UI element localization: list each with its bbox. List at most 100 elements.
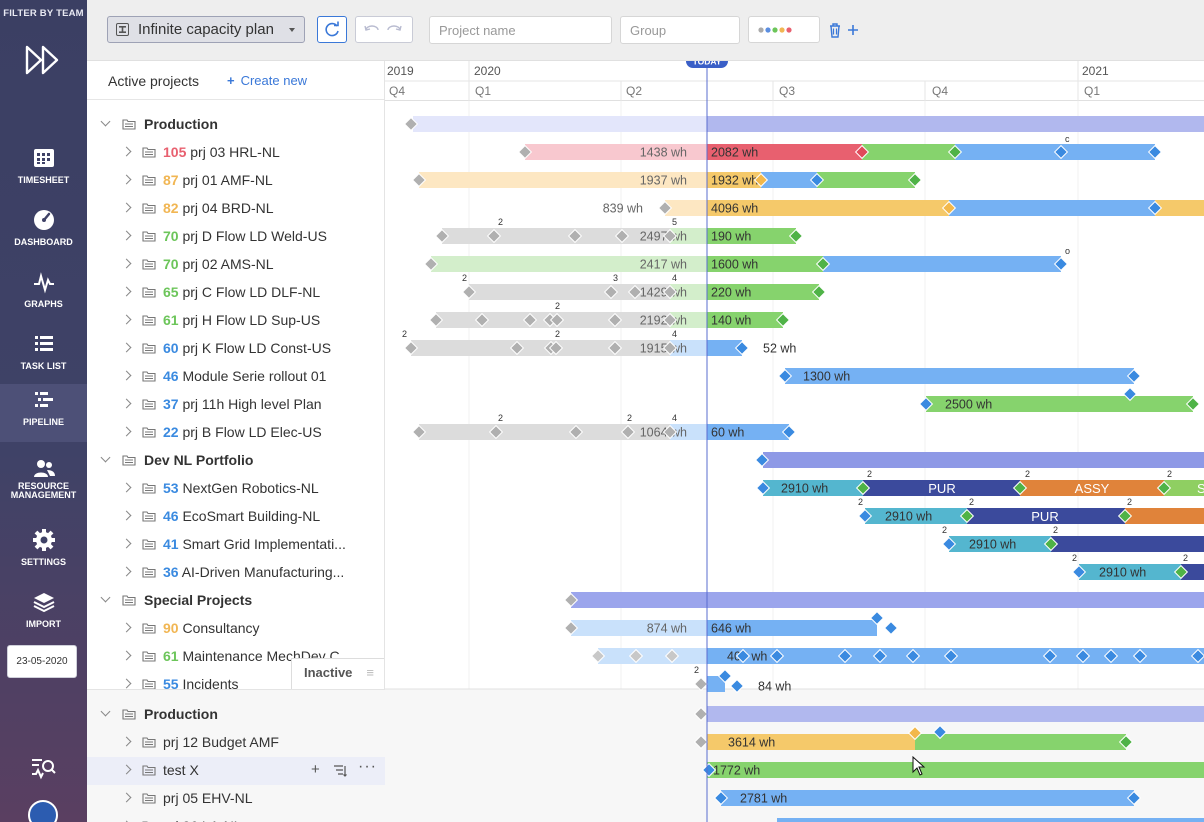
milestone-diamond[interactable] [872, 648, 888, 664]
milestone-diamond[interactable] [1071, 564, 1087, 580]
project-row[interactable]: 22 prj B Flow LD Elec-US [87, 418, 384, 446]
milestone-diamond[interactable] [777, 368, 793, 384]
project-row[interactable]: 55 Incidents [87, 670, 384, 689]
milestone-diamond[interactable] [603, 284, 619, 300]
gantt-bar[interactable] [949, 200, 1155, 216]
sidebar-item-graphs[interactable]: GRAPHS [0, 266, 87, 328]
milestone-diamond[interactable] [883, 620, 899, 636]
gantt-bar[interactable] [469, 284, 670, 300]
project-row[interactable]: 37 prj 11h High level Plan [87, 390, 384, 418]
project-row[interactable]: 87 prj 01 AMF-NL [87, 166, 384, 194]
search-analytics-icon[interactable] [30, 756, 56, 782]
avatar[interactable] [28, 800, 58, 822]
gantt-bar[interactable] [670, 340, 707, 356]
gantt-bar[interactable] [670, 312, 707, 328]
milestone-diamond[interactable] [1103, 648, 1119, 664]
add-icon[interactable] [847, 24, 859, 36]
gantt-bar[interactable] [777, 818, 1204, 822]
gantt-bar[interactable] [442, 228, 670, 244]
chevron-right-icon[interactable] [121, 792, 132, 803]
project-row[interactable]: 53 NextGen Robotics-NL [87, 474, 384, 502]
gantt-bar[interactable] [598, 648, 707, 664]
milestone-diamond[interactable] [941, 200, 957, 216]
chevron-down-icon[interactable] [100, 452, 111, 463]
gantt-bar[interactable] [817, 172, 915, 188]
milestone-diamond[interactable] [662, 312, 678, 328]
gantt-bar[interactable] [721, 790, 1134, 806]
milestone-diamond[interactable] [717, 668, 733, 684]
milestone-diamond[interactable] [854, 144, 870, 160]
sidebar-item-dashboard[interactable]: DASHBOARD [0, 204, 87, 266]
gantt-bar[interactable] [865, 508, 967, 524]
milestone-diamond[interactable] [563, 620, 579, 636]
milestone-diamond[interactable] [753, 172, 769, 188]
chevron-right-icon[interactable] [121, 736, 132, 747]
project-row[interactable]: 36 AI-Driven Manufacturing... [87, 558, 384, 586]
gantt-bar[interactable] [707, 734, 915, 750]
chevron-down-icon[interactable] [100, 706, 111, 717]
gantt-bar[interactable] [707, 762, 1204, 778]
project-name-input[interactable] [429, 16, 612, 44]
gantt-bar[interactable] [707, 312, 783, 328]
gantt-bar[interactable] [707, 144, 862, 160]
milestone-diamond[interactable] [567, 228, 583, 244]
milestone-diamond[interactable] [607, 340, 623, 356]
chevron-right-icon[interactable] [121, 230, 132, 241]
trash-icon[interactable] [828, 22, 842, 38]
milestone-diamond[interactable] [1075, 648, 1091, 664]
milestone-diamond[interactable] [1042, 648, 1058, 664]
gantt-bar[interactable] [955, 144, 1061, 160]
milestone-diamond[interactable] [522, 312, 538, 328]
milestone-diamond[interactable] [590, 648, 606, 664]
gantt-bar[interactable] [1164, 480, 1204, 496]
chevron-right-icon[interactable] [121, 146, 132, 157]
milestone-diamond[interactable] [488, 424, 504, 440]
chevron-right-icon[interactable] [121, 650, 132, 661]
gantt-bar[interactable] [915, 734, 1126, 750]
milestone-diamond[interactable] [701, 762, 717, 778]
gantt-bar[interactable] [949, 536, 1051, 552]
milestone-diamond[interactable] [474, 312, 490, 328]
milestone-diamond[interactable] [905, 648, 921, 664]
gantt-bar[interactable] [707, 284, 819, 300]
chevron-right-icon[interactable] [121, 398, 132, 409]
chevron-right-icon[interactable] [121, 482, 132, 493]
milestone-diamond[interactable] [1117, 508, 1133, 524]
group-summary-bar[interactable] [707, 116, 1204, 132]
milestone-diamond[interactable] [411, 424, 427, 440]
group-summary-bar[interactable] [571, 592, 1204, 608]
more-options-icon[interactable]: ··· [358, 758, 377, 775]
milestone-diamond[interactable] [411, 172, 427, 188]
group-row[interactable]: Dev NL Portfolio [87, 446, 384, 474]
sidebar-item-import[interactable]: IMPORT [0, 586, 87, 648]
gantt-bar[interactable] [431, 256, 707, 272]
group-row[interactable]: Production [87, 110, 384, 138]
gantt-bar[interactable] [707, 256, 823, 272]
milestone-diamond[interactable] [517, 144, 533, 160]
milestone-diamond[interactable] [607, 312, 623, 328]
chevron-right-icon[interactable] [121, 538, 132, 549]
project-row[interactable]: 70 prj 02 AMS-NL [87, 250, 384, 278]
chevron-right-icon[interactable] [121, 286, 132, 297]
group-row[interactable]: Special Projects [87, 586, 384, 614]
plan-select[interactable]: Infinite capacity plan [107, 16, 305, 43]
date-picker[interactable]: 23-05-2020 [7, 645, 77, 678]
milestone-diamond[interactable] [943, 648, 959, 664]
gantt-bar[interactable] [763, 480, 863, 496]
milestone-diamond[interactable] [563, 592, 579, 608]
milestone-diamond[interactable] [1053, 256, 1069, 272]
project-row[interactable]: 41 Smart Grid Implementati... [87, 530, 384, 558]
app-logo-icon[interactable] [24, 44, 62, 76]
gantt-bar[interactable] [1079, 564, 1181, 580]
chevron-right-icon[interactable] [121, 622, 132, 633]
milestone-diamond[interactable] [1043, 536, 1059, 552]
milestone-diamond[interactable] [662, 228, 678, 244]
project-row[interactable]: 60 prj K Flow LD Const-US [87, 334, 384, 362]
milestone-diamond[interactable] [869, 610, 885, 626]
gantt-bar[interactable] [665, 200, 707, 216]
gantt-bar[interactable] [862, 144, 955, 160]
milestone-diamond[interactable] [947, 144, 963, 160]
sidebar-item-settings[interactable]: SETTINGS [0, 524, 87, 586]
milestone-diamond[interactable] [932, 724, 948, 740]
milestone-diamond[interactable] [837, 648, 853, 664]
